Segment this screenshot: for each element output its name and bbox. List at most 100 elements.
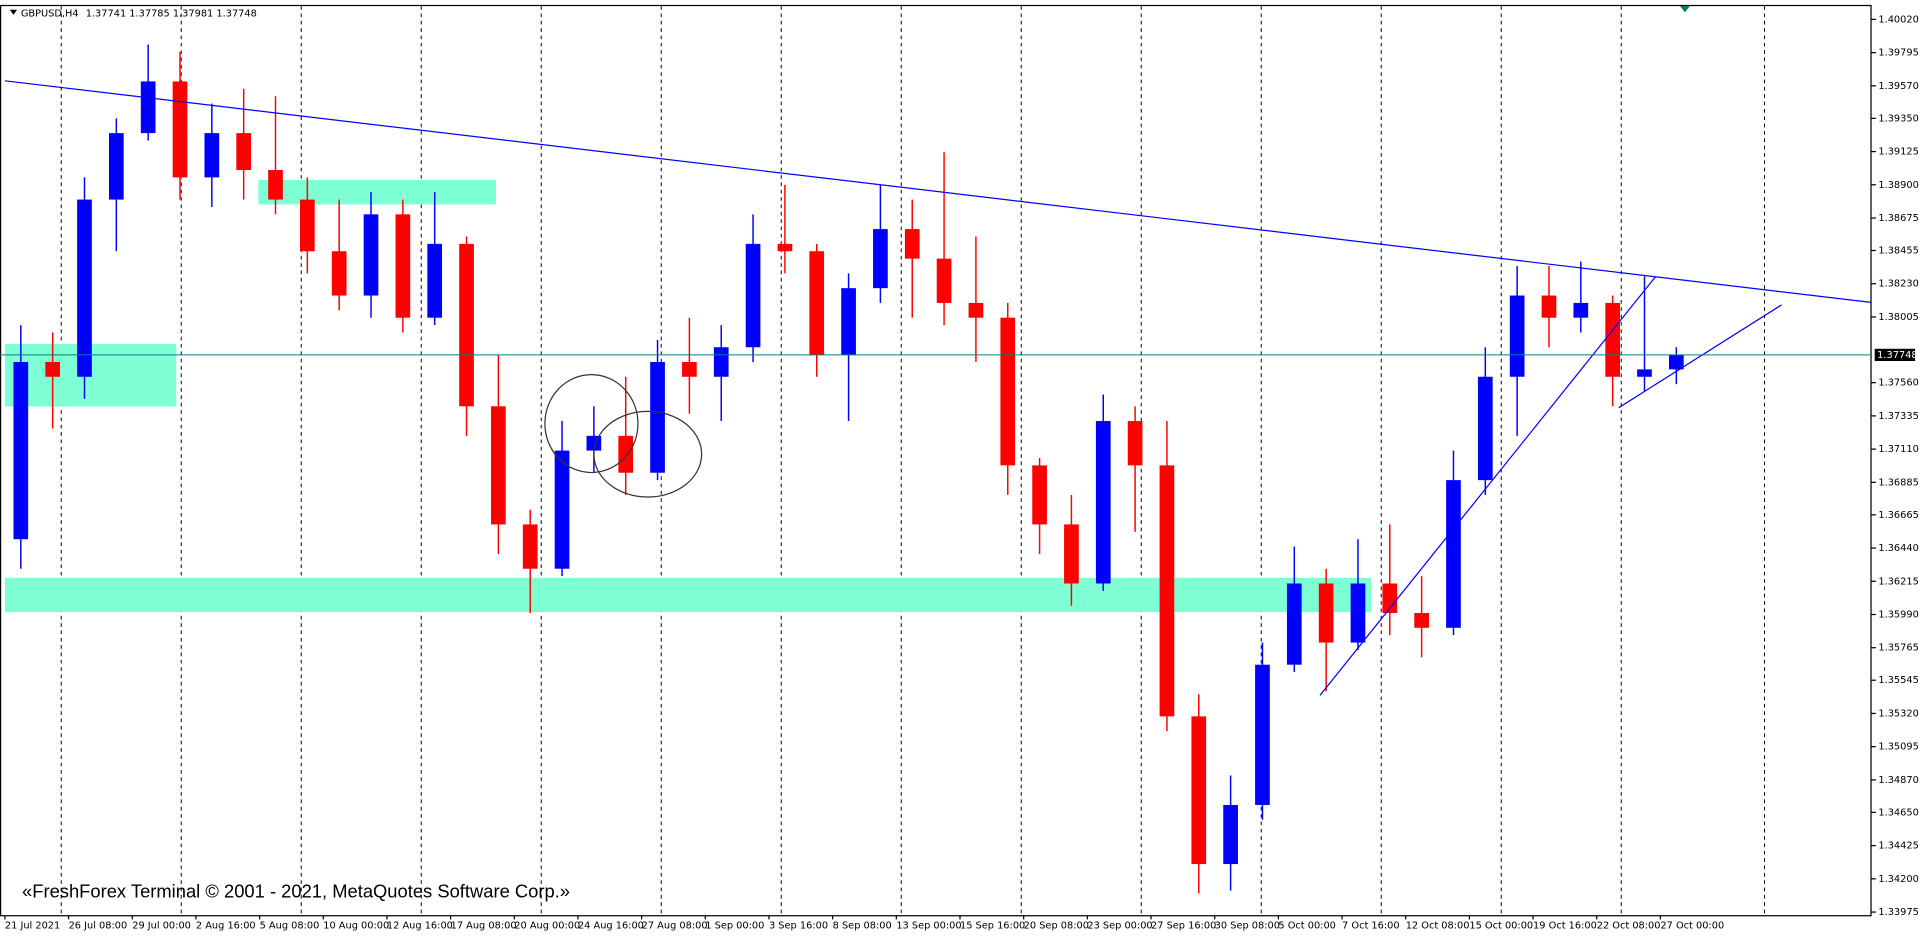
candles (13, 44, 1684, 894)
candle-body (77, 199, 92, 377)
candle-body (777, 243, 793, 252)
symbol: GBPUSD,H4 (21, 8, 79, 19)
ellipse (593, 410, 703, 498)
period-separators (60, 6, 1765, 916)
x-tick-label: 19 Oct 16:00 (1533, 921, 1597, 932)
y-tick-label: 1.38675 (1878, 213, 1918, 224)
price-label: 1.37748 (1877, 350, 1917, 361)
zone (258, 179, 496, 205)
candle-body (45, 361, 60, 377)
x-tick-label: 22 Oct 08:00 (1597, 921, 1661, 932)
x-tick-label: 17 Aug 08:00 (451, 921, 517, 932)
y-tick-label: 1.39570 (1878, 81, 1918, 92)
candle-body (1573, 302, 1589, 318)
candle-body (1509, 295, 1525, 377)
candle-body (554, 450, 570, 569)
y-tick-label: 1.36440 (1878, 543, 1918, 554)
candle-body (1477, 376, 1493, 481)
candle-body (1446, 480, 1461, 628)
x-tick-label: 26 Jul 08:00 (69, 921, 128, 932)
x-tick-label: 10 Aug 00:00 (323, 921, 389, 932)
x-tick-label: 12 Aug 16:00 (387, 921, 453, 932)
candle-body (204, 133, 220, 178)
ellipse (544, 374, 639, 474)
y-tick-label: 1.36665 (1878, 510, 1918, 521)
candle-body (459, 243, 474, 407)
candle-body (140, 81, 156, 134)
y-tick-label: 1.38230 (1878, 279, 1918, 290)
y-tick-label: 1.36215 (1878, 576, 1918, 587)
candle-body (841, 288, 856, 355)
candle-body (904, 229, 920, 259)
x-tick-label: 13 Sep 00:00 (896, 921, 961, 932)
x-tick-label: 5 Oct 00:00 (1278, 921, 1336, 932)
symbol-icon (9, 9, 18, 15)
y-tick-label: 1.40020 (1878, 14, 1918, 25)
y-tick-label: 1.33975 (1878, 907, 1918, 918)
price-label-box (1874, 348, 1916, 362)
zone (4, 577, 1372, 613)
x-tick-label: 27 Oct 00:00 (1660, 921, 1724, 932)
candle-body (809, 251, 825, 355)
candle-body (1668, 354, 1684, 370)
candle-body (618, 435, 634, 473)
candle-body (1159, 465, 1175, 717)
candle-body (13, 361, 29, 540)
candle-body (268, 170, 283, 200)
y-tick-label: 1.35990 (1878, 610, 1918, 621)
candle-body (682, 361, 697, 377)
x-tick-label: 1 Sep 00:00 (705, 921, 764, 932)
candle-body (713, 347, 729, 377)
ohlc-text: 1.37741 1.37785 1.37981 1.37748 (86, 8, 257, 19)
y-tick-label: 1.34650 (1878, 807, 1918, 818)
y-tick-label: 1.39350 (1878, 113, 1918, 124)
y-tick-label: 1.38005 (1878, 312, 1918, 323)
plot-frame (0, 4, 1872, 917)
y-tick-label: 1.38900 (1878, 180, 1918, 191)
x-tick-label: 27 Sep 16:00 (1151, 921, 1216, 932)
candle-body (1064, 524, 1079, 584)
x-tick-label: 3 Sep 16:00 (769, 921, 828, 932)
candle-body (1095, 421, 1111, 584)
trend-line (1319, 276, 1656, 696)
candle-body (873, 229, 888, 289)
x-tick-label: 5 Aug 08:00 (260, 921, 320, 932)
x-tick-label: 2 Aug 16:00 (196, 921, 256, 932)
candle-body (1000, 317, 1016, 466)
candle-body (745, 243, 761, 348)
x-tick-label: 29 Jul 00:00 (132, 921, 191, 932)
y-tick-label: 1.34870 (1878, 775, 1918, 786)
candle-body (1255, 664, 1270, 805)
candle-body (427, 243, 443, 318)
candle-body (236, 133, 252, 171)
watermark: «FreshForex Terminal © 2001 - 2021, Meta… (22, 880, 570, 901)
candle-body (1191, 716, 1207, 865)
candle-body (650, 361, 665, 473)
y-tick-label: 1.37110 (1878, 444, 1918, 455)
x-tick-label: 8 Sep 08:00 (833, 921, 892, 932)
x-tick-label: 30 Sep 08:00 (1215, 921, 1280, 932)
candle-body (1541, 295, 1557, 318)
y-tick-label: 1.39795 (1878, 48, 1918, 59)
candle-body (1382, 583, 1398, 614)
y-tick-label: 1.35545 (1878, 675, 1918, 686)
candle-body (363, 214, 379, 296)
candle-body (395, 214, 411, 318)
y-tick-label: 1.34425 (1878, 841, 1918, 852)
candle-body (1286, 583, 1302, 665)
candle-body (1414, 613, 1429, 628)
y-tick-label: 1.35095 (1878, 742, 1918, 753)
x-tick-label: 20 Sep 08:00 (1024, 921, 1089, 932)
x-tick-label: 20 Aug 00:00 (514, 921, 580, 932)
y-tick-label: 1.37560 (1878, 378, 1918, 389)
y-tick-label: 1.39125 (1878, 147, 1918, 158)
y-tick-label: 1.38455 (1878, 246, 1918, 257)
x-tick-label: 7 Oct 16:00 (1342, 921, 1400, 932)
candle-body (1637, 369, 1652, 377)
candle-body (1350, 583, 1366, 643)
candle-body (331, 251, 347, 296)
candle-body (172, 81, 188, 178)
candle-body (1127, 421, 1143, 466)
